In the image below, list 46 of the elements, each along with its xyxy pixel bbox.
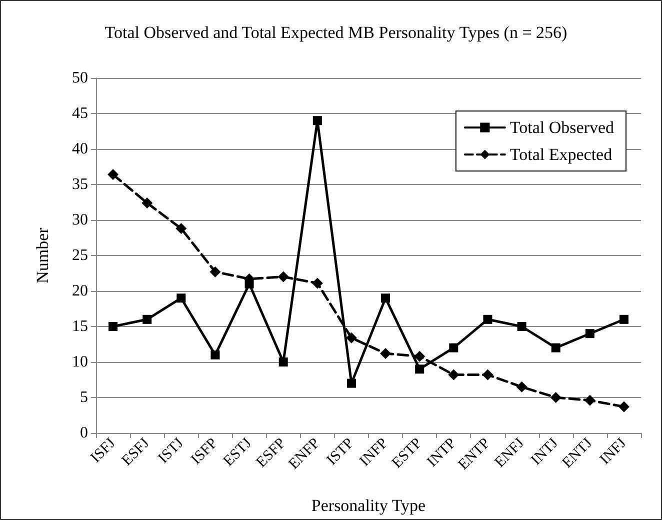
point: [380, 348, 392, 359]
x-axis-title: Personality Type: [311, 496, 426, 515]
point: [482, 369, 494, 380]
y-tick-label: 25: [72, 247, 88, 264]
point: [584, 394, 596, 406]
y-tick-label: 50: [72, 70, 88, 86]
point: [278, 358, 288, 366]
point: [550, 392, 562, 403]
y-tick-label: 0: [80, 424, 88, 442]
y-tick-label: 5: [80, 389, 88, 406]
point: [312, 278, 323, 289]
point: [210, 266, 221, 278]
point: [210, 350, 220, 360]
point: [516, 381, 528, 392]
point: [108, 169, 119, 180]
chart-title: Total Observed and Total Expected MB Personality Types (n = 256): [104, 23, 568, 42]
y-tick-label: 35: [72, 176, 88, 193]
point: [449, 343, 458, 352]
point: [176, 294, 186, 303]
point: [142, 197, 153, 208]
point: [414, 350, 426, 362]
point: [517, 322, 526, 331]
point: [618, 401, 630, 412]
point: [483, 314, 492, 324]
point: [448, 369, 460, 380]
legend-label: Total Observed: [510, 118, 614, 137]
point: [619, 314, 628, 324]
point: [346, 332, 357, 344]
point: [312, 116, 322, 126]
y-tick-label: 30: [72, 212, 88, 228]
point: [415, 364, 424, 374]
point: [108, 322, 118, 331]
point: [176, 223, 187, 234]
point: [142, 314, 152, 324]
point: [585, 329, 594, 338]
y-tick-label: 10: [72, 354, 88, 370]
point: [381, 294, 390, 303]
y-tick-label: 40: [72, 140, 88, 158]
point: [346, 378, 356, 388]
y-axis-title: Number: [33, 227, 52, 284]
y-tick-label: 20: [72, 282, 88, 300]
legend-label: Total Expected: [510, 145, 613, 164]
y-tick-label: 45: [72, 105, 88, 122]
point: [551, 343, 560, 352]
y-tick-label: 15: [72, 318, 88, 335]
point: [278, 271, 289, 282]
